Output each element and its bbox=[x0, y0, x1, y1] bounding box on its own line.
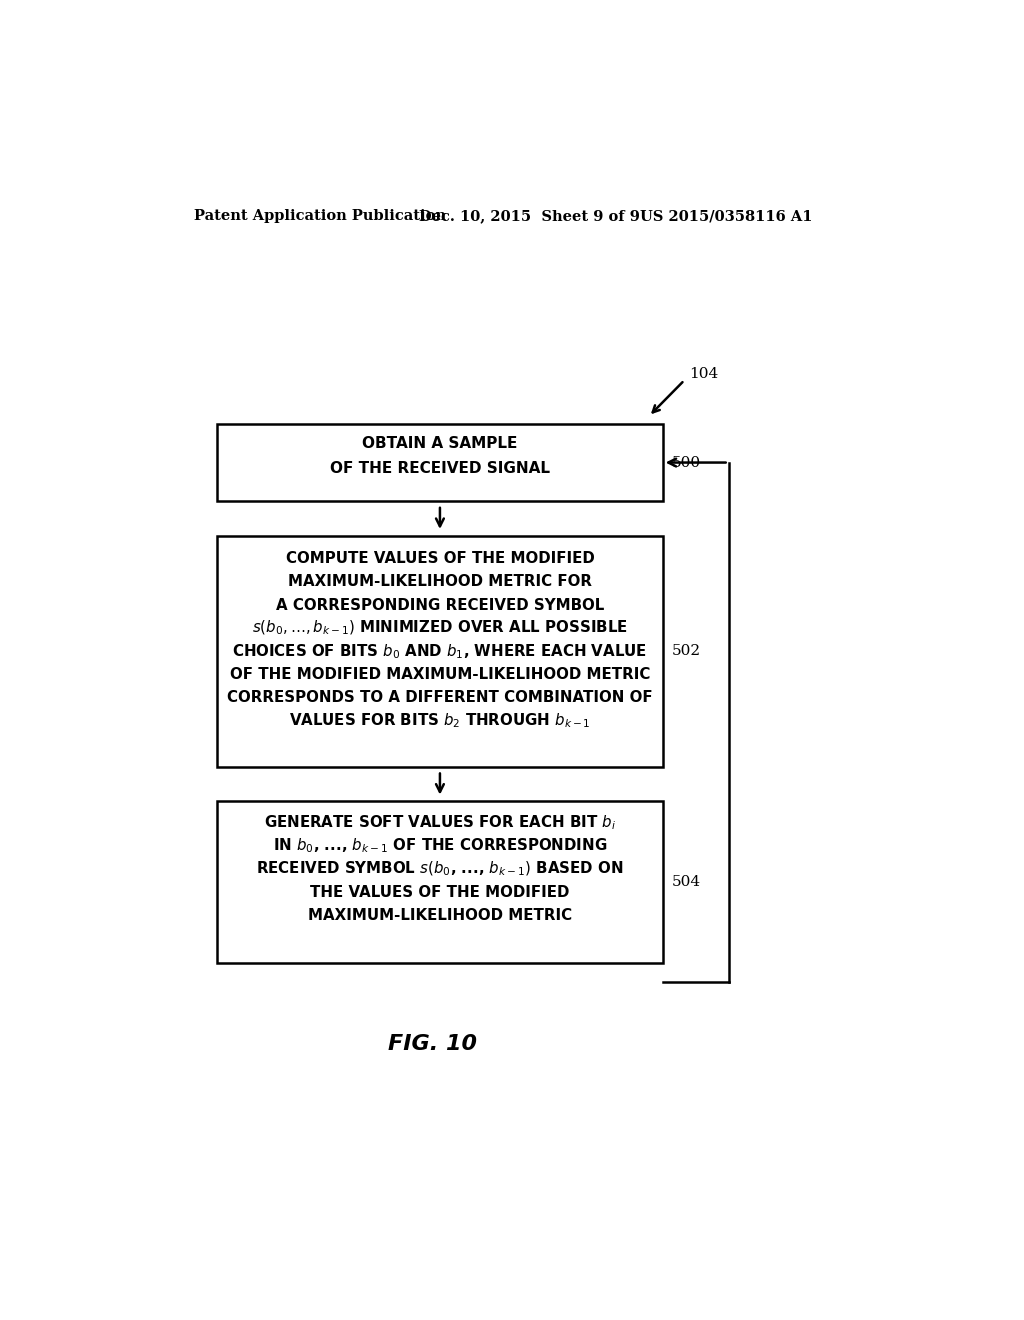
Text: 500: 500 bbox=[672, 455, 701, 470]
Text: OF THE RECEIVED SIGNAL: OF THE RECEIVED SIGNAL bbox=[330, 461, 550, 477]
Bar bbox=[217, 536, 663, 767]
Text: MAXIMUM-LIKELIHOOD METRIC FOR: MAXIMUM-LIKELIHOOD METRIC FOR bbox=[288, 574, 592, 590]
Text: 104: 104 bbox=[689, 367, 719, 381]
Text: COMPUTE VALUES OF THE MODIFIED: COMPUTE VALUES OF THE MODIFIED bbox=[286, 552, 594, 566]
Text: $s(b_0, \ldots, b_{k-1})$ MINIMIZED OVER ALL POSSIBLE: $s(b_0, \ldots, b_{k-1})$ MINIMIZED OVER… bbox=[252, 619, 628, 638]
Bar bbox=[217, 801, 663, 964]
Text: GENERATE SOFT VALUES FOR EACH BIT $b_i$: GENERATE SOFT VALUES FOR EACH BIT $b_i$ bbox=[264, 813, 615, 833]
Text: OF THE MODIFIED MAXIMUM-LIKELIHOOD METRIC: OF THE MODIFIED MAXIMUM-LIKELIHOOD METRI… bbox=[229, 667, 650, 682]
Text: A CORRESPONDING RECEIVED SYMBOL: A CORRESPONDING RECEIVED SYMBOL bbox=[275, 598, 604, 612]
Text: MAXIMUM-LIKELIHOOD METRIC: MAXIMUM-LIKELIHOOD METRIC bbox=[308, 908, 572, 923]
Text: CHOICES OF BITS $b_0$ AND $b_1$, WHERE EACH VALUE: CHOICES OF BITS $b_0$ AND $b_1$, WHERE E… bbox=[232, 642, 647, 660]
Text: VALUES FOR BITS $b_2$ THROUGH $b_{k-1}$: VALUES FOR BITS $b_2$ THROUGH $b_{k-1}$ bbox=[289, 711, 591, 730]
Bar bbox=[217, 424, 663, 502]
Text: US 2015/0358116 A1: US 2015/0358116 A1 bbox=[640, 209, 812, 223]
Text: OBTAIN A SAMPLE: OBTAIN A SAMPLE bbox=[362, 436, 517, 451]
Text: 502: 502 bbox=[672, 644, 701, 659]
Text: THE VALUES OF THE MODIFIED: THE VALUES OF THE MODIFIED bbox=[310, 884, 569, 900]
Text: IN $b_0$, ..., $b_{k-1}$ OF THE CORRESPONDING: IN $b_0$, ..., $b_{k-1}$ OF THE CORRESPO… bbox=[272, 837, 607, 855]
Text: FIG. 10: FIG. 10 bbox=[388, 1034, 477, 1053]
Text: RECEIVED SYMBOL $s(b_0$, ..., $b_{k-1})$ BASED ON: RECEIVED SYMBOL $s(b_0$, ..., $b_{k-1})$… bbox=[256, 859, 624, 878]
Text: 504: 504 bbox=[672, 875, 701, 890]
Text: Patent Application Publication: Patent Application Publication bbox=[194, 209, 445, 223]
Text: CORRESPONDS TO A DIFFERENT COMBINATION OF: CORRESPONDS TO A DIFFERENT COMBINATION O… bbox=[227, 690, 652, 705]
Text: Dec. 10, 2015  Sheet 9 of 9: Dec. 10, 2015 Sheet 9 of 9 bbox=[419, 209, 640, 223]
